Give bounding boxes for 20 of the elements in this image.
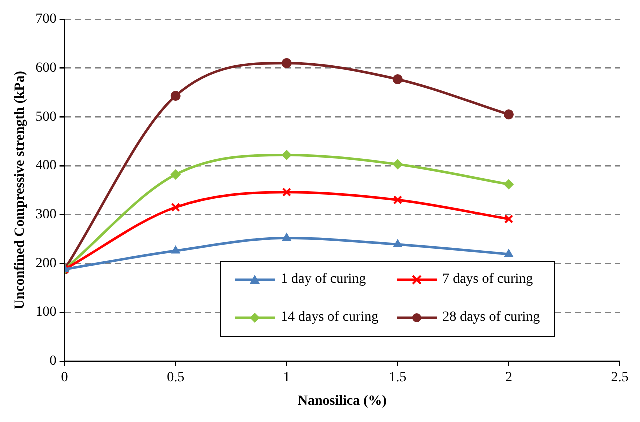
- x-tick-label: 2: [505, 370, 512, 386]
- x-axis-title: Nanosilica (%): [298, 394, 388, 410]
- x-tick-label: 1.5: [389, 370, 407, 386]
- x-tick-label: 0.5: [167, 370, 185, 386]
- y-tick-label: 300: [36, 208, 57, 222]
- y-tick-label: 0: [50, 354, 57, 370]
- legend-label: 7 days of curing: [442, 272, 534, 288]
- x-tick-label: 2.5: [611, 370, 629, 386]
- legend-label: 28 days of curing: [442, 310, 540, 326]
- y-tick-label: 500: [36, 110, 57, 125]
- y-tick-label: 400: [36, 158, 57, 174]
- legend-label: 1 day of curing: [281, 272, 366, 288]
- x-tick-label: 0: [61, 370, 68, 386]
- legend-label: 14 days of curing: [281, 310, 379, 326]
- y-tick-label: 600: [36, 60, 57, 76]
- y-axis-title: Unconfined Compressive strength (kPa): [13, 70, 28, 310]
- y-tick-label: 100: [36, 305, 57, 320]
- x-tick-label: 1: [283, 370, 290, 386]
- y-tick-label: 200: [36, 256, 57, 272]
- y-tick-label: 700: [36, 12, 57, 28]
